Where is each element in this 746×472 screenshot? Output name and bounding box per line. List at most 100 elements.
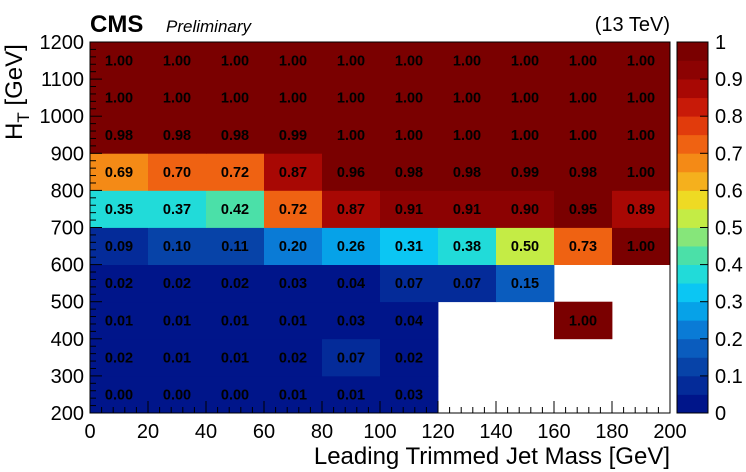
y-tick-label: 1100	[41, 69, 84, 91]
y-axis-title-main: H	[1, 123, 28, 140]
colorbar-segment	[677, 97, 708, 117]
colorbar-tick-label: 0.4	[715, 255, 743, 277]
y-tick-label: 500	[51, 292, 84, 314]
heatmap-cell	[380, 338, 439, 377]
cell-value-label: 0.31	[395, 239, 423, 255]
colorbar-segment	[677, 264, 708, 284]
cell-value-label: 0.98	[453, 165, 481, 181]
colorbar-segment	[677, 375, 708, 395]
heatmap-cell	[554, 190, 613, 228]
heatmap-cell	[496, 79, 555, 117]
cell-value-label: 0.01	[221, 313, 249, 329]
colorbar-segment	[677, 301, 708, 321]
colorbar-tick-label: 1	[715, 32, 726, 54]
cell-value-label: 1.00	[511, 54, 539, 70]
colorbar-tick-label: 0.7	[715, 143, 743, 165]
heatmap-cell	[90, 375, 149, 414]
cell-value-label: 0.89	[627, 202, 655, 218]
cell-value-label: 1.00	[105, 54, 133, 70]
heatmap-cell-labels: 0.00 0.00 0.00 0.01 0.01 0.03 0.02 0.01 0.01 0.02…	[105, 54, 655, 404]
colorbar-segment	[677, 208, 708, 228]
heatmap-cell	[206, 42, 265, 80]
x-axis: 0 20 40 60 80 100 120 140 160 180 200	[84, 401, 687, 443]
cell-value-label: 0.98	[105, 128, 133, 144]
heatmap-cell	[554, 42, 613, 80]
cell-value-label: 0.00	[105, 387, 133, 403]
heatmap-cell	[148, 190, 207, 228]
heatmap-cell	[438, 190, 497, 228]
heatmap-cell	[148, 153, 207, 191]
x-tick-label: 100	[363, 421, 396, 443]
cell-value-label: 1.00	[337, 91, 365, 107]
heatmap-cell	[90, 116, 149, 154]
colorbar-segment	[677, 153, 708, 173]
cell-value-label: 0.38	[453, 239, 481, 255]
colorbar-tick-label: 0.2	[715, 329, 743, 351]
heatmap-cell	[90, 264, 149, 303]
heatmap-cell	[612, 79, 671, 117]
cell-value-label: 0.98	[395, 165, 423, 181]
heatmap-cell	[554, 227, 613, 265]
heatmap-cell	[380, 153, 439, 191]
heatmap-cell	[322, 153, 381, 191]
heatmap-cell	[322, 79, 381, 117]
colorbar-segment	[677, 171, 708, 191]
cell-value-label: 0.01	[163, 313, 191, 329]
colorbar-segment	[677, 190, 708, 210]
cell-value-label: 0.70	[163, 165, 191, 181]
y-tick-label: 700	[51, 218, 84, 240]
colorbar-segment	[677, 357, 708, 377]
energy-label: (13 TeV)	[595, 14, 670, 36]
x-tick-label: 160	[537, 421, 570, 443]
status-label: Preliminary	[166, 17, 253, 36]
cell-value-label: 1.00	[569, 313, 597, 329]
cell-value-label: 0.07	[337, 350, 365, 366]
heatmap-cell	[148, 338, 207, 377]
heatmap-cell	[496, 264, 555, 303]
cell-value-label: 1.00	[163, 91, 191, 107]
heatmap-cell	[264, 153, 323, 191]
heatmap-cell	[90, 153, 149, 191]
heatmap-cell	[438, 42, 497, 80]
y-axis-title: HT [GeV]	[1, 44, 33, 140]
cell-value-label: 0.73	[569, 239, 597, 255]
cell-value-label: 0.91	[453, 202, 481, 218]
heatmap-cell	[90, 338, 149, 377]
heatmap-cell	[554, 153, 613, 191]
x-tick-label: 180	[595, 421, 628, 443]
cell-value-label: 0.35	[105, 202, 133, 218]
cell-value-label: 0.11	[221, 239, 248, 255]
cell-value-label: 0.98	[569, 165, 597, 181]
heatmap-cell	[90, 227, 149, 265]
cell-value-label: 0.26	[337, 239, 365, 255]
heatmap-cell	[612, 190, 671, 228]
cell-value-label: 0.00	[221, 387, 249, 403]
cell-value-label: 0.03	[279, 276, 307, 292]
heatmap-cell	[90, 42, 149, 80]
heatmap-cell	[612, 42, 671, 80]
colorbar-segment	[677, 394, 708, 414]
cell-value-label: 1.00	[337, 128, 365, 144]
cell-value-label: 0.01	[337, 387, 365, 403]
cell-value-label: 0.07	[395, 276, 423, 292]
cell-value-label: 0.00	[163, 387, 191, 403]
cell-value-label: 0.01	[163, 350, 191, 366]
heatmap-cell	[322, 42, 381, 80]
cell-value-label: 1.00	[511, 128, 539, 144]
y-tick-label: 1200	[40, 32, 85, 54]
heatmap-cell	[496, 153, 555, 191]
cell-value-label: 0.98	[221, 128, 249, 144]
heatmap-cell	[380, 116, 439, 154]
heatmap-cell	[380, 79, 439, 117]
cell-value-label: 0.42	[221, 202, 249, 218]
heatmap-cell	[322, 301, 381, 340]
cell-value-label: 1.00	[627, 54, 655, 70]
heatmap-cell	[438, 264, 497, 303]
heatmap-cells	[90, 42, 671, 414]
cell-value-label: 0.50	[511, 239, 539, 255]
heatmap-cell	[438, 227, 497, 265]
colorbar-segment	[677, 60, 708, 80]
y-tick-label: 300	[51, 366, 84, 388]
colorbar-tick-label: 0	[715, 403, 726, 425]
